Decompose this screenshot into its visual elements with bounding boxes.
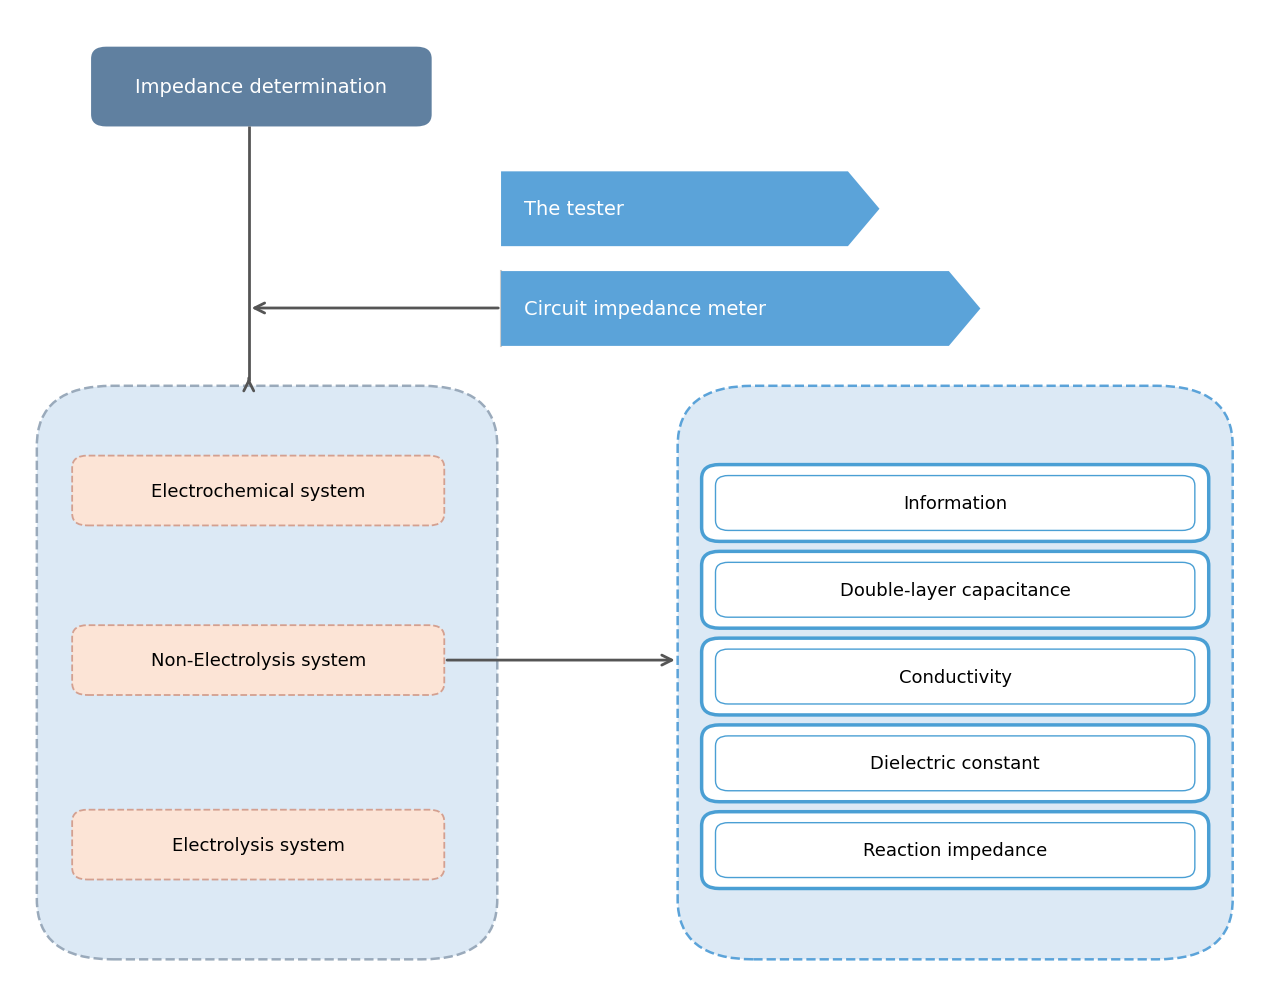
Text: Non-Electrolysis system: Non-Electrolysis system xyxy=(151,651,366,669)
FancyBboxPatch shape xyxy=(716,823,1195,878)
Text: Dielectric constant: Dielectric constant xyxy=(870,755,1040,773)
Text: Electrochemical system: Electrochemical system xyxy=(151,482,365,500)
FancyBboxPatch shape xyxy=(702,812,1209,889)
Text: Conductivity: Conductivity xyxy=(898,668,1011,685)
Text: Circuit impedance meter: Circuit impedance meter xyxy=(523,300,765,319)
FancyBboxPatch shape xyxy=(702,552,1209,628)
FancyBboxPatch shape xyxy=(702,638,1209,715)
Text: Reaction impedance: Reaction impedance xyxy=(863,842,1048,860)
FancyBboxPatch shape xyxy=(678,387,1233,959)
FancyBboxPatch shape xyxy=(702,725,1209,802)
FancyBboxPatch shape xyxy=(716,476,1195,531)
Text: Information: Information xyxy=(903,495,1007,512)
FancyBboxPatch shape xyxy=(716,736,1195,791)
Text: Impedance determination: Impedance determination xyxy=(136,78,388,97)
Text: The tester: The tester xyxy=(523,200,623,219)
Text: Double-layer capacitance: Double-layer capacitance xyxy=(840,581,1071,599)
FancyBboxPatch shape xyxy=(91,48,432,127)
FancyBboxPatch shape xyxy=(716,563,1195,617)
FancyBboxPatch shape xyxy=(72,625,445,695)
FancyBboxPatch shape xyxy=(72,810,445,880)
Polygon shape xyxy=(500,272,981,347)
FancyBboxPatch shape xyxy=(702,465,1209,542)
Text: Electrolysis system: Electrolysis system xyxy=(172,836,345,854)
FancyBboxPatch shape xyxy=(72,456,445,526)
FancyBboxPatch shape xyxy=(37,387,497,959)
Polygon shape xyxy=(500,172,879,246)
FancyBboxPatch shape xyxy=(716,649,1195,704)
